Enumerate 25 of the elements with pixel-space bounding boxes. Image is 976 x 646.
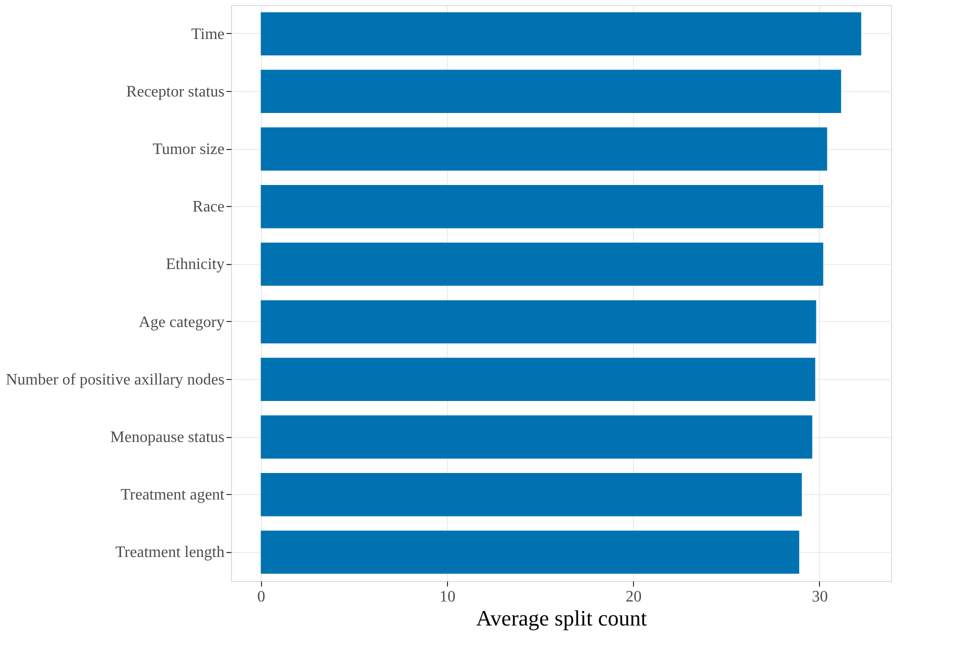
bar (260, 127, 828, 171)
x-tick-label: 10 (439, 588, 456, 606)
y-tick-label: Treatment agent (120, 486, 226, 504)
bar (260, 473, 802, 516)
y-tick-label: Ethnicity (166, 256, 224, 274)
bar (260, 70, 842, 113)
y-tick-label: Time (191, 26, 224, 43)
bar (260, 530, 800, 574)
bar (260, 185, 824, 228)
x-axis-title: Average split count (476, 606, 647, 630)
y-tick-label: Number of positive axillary nodes (6, 371, 224, 388)
bar (260, 242, 824, 286)
y-tick-label: Tumor size (152, 141, 224, 158)
y-tick-label: Menopause status (110, 429, 224, 446)
bar (260, 358, 816, 401)
x-tick-label: 20 (626, 588, 642, 606)
y-tick-label: Treatment length (115, 544, 224, 562)
bar (260, 300, 816, 344)
y-tick-label: Receptor status (126, 83, 224, 100)
x-tick-label: 30 (812, 588, 828, 606)
y-tick-label: Age category (138, 314, 224, 331)
bar (260, 415, 812, 459)
x-tick-label: 0 (257, 588, 266, 606)
bar (260, 12, 862, 56)
y-tick-label: Race (192, 198, 224, 216)
